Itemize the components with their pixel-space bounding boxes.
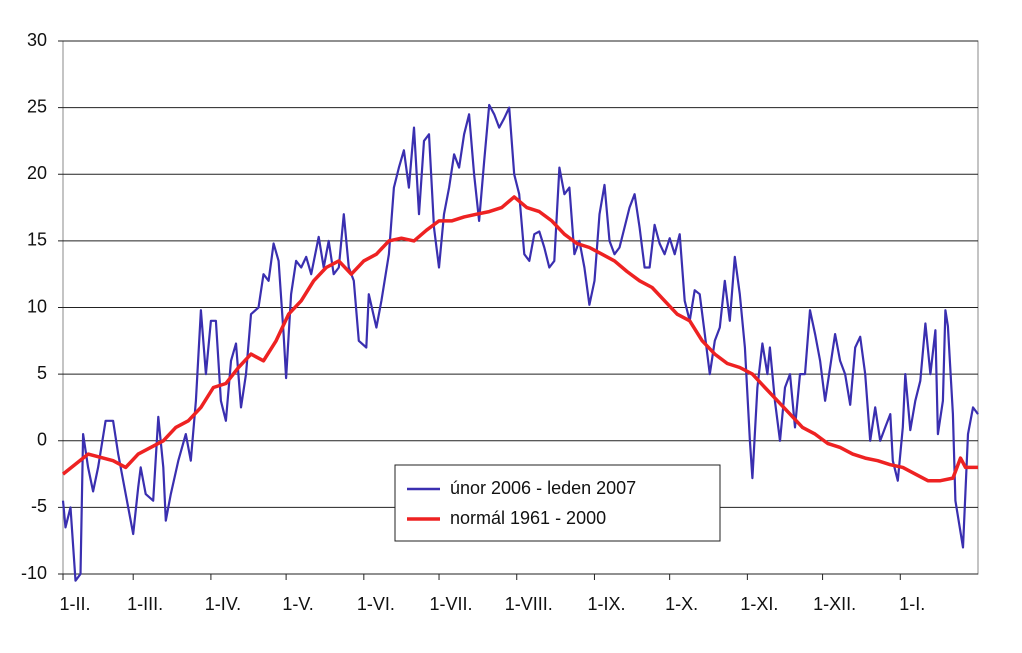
y-tick-label: 10: [27, 296, 47, 316]
x-tick-label: 1-IX.: [587, 594, 625, 614]
x-tick-label: 1-IV.: [205, 594, 241, 614]
x-tick-label: 1-II.: [59, 594, 90, 614]
line: [61, 195, 978, 483]
y-tick-label: 5: [37, 363, 47, 383]
x-tick-label: 1-VIII.: [505, 594, 553, 614]
x-tick-label: 1-XII.: [813, 594, 856, 614]
y-tick-label: -10: [21, 563, 47, 583]
line: [61, 103, 979, 582]
x-tick-label: 1-V.: [282, 594, 313, 614]
legend-label: normál 1961 - 2000: [450, 508, 606, 528]
x-tick-label: 1-VII.: [430, 594, 473, 614]
y-tick-label: 0: [37, 430, 47, 450]
y-tick-label: 15: [27, 230, 47, 250]
x-tick-label: 1-VI.: [357, 594, 395, 614]
legend: [394, 464, 721, 542]
x-tick-label: 1-X.: [665, 594, 698, 614]
y-tick-label: 20: [27, 163, 47, 183]
y-tick-label: 25: [27, 96, 47, 116]
x-tick-label: 1-I.: [899, 594, 925, 614]
x-tick-label: 1-XI.: [740, 594, 778, 614]
legend-label: únor 2006 - leden 2007: [450, 478, 636, 498]
x-tick-label: 1-III.: [127, 594, 163, 614]
y-tick-label: -5: [31, 496, 47, 516]
y-tick-label: 30: [27, 30, 47, 50]
